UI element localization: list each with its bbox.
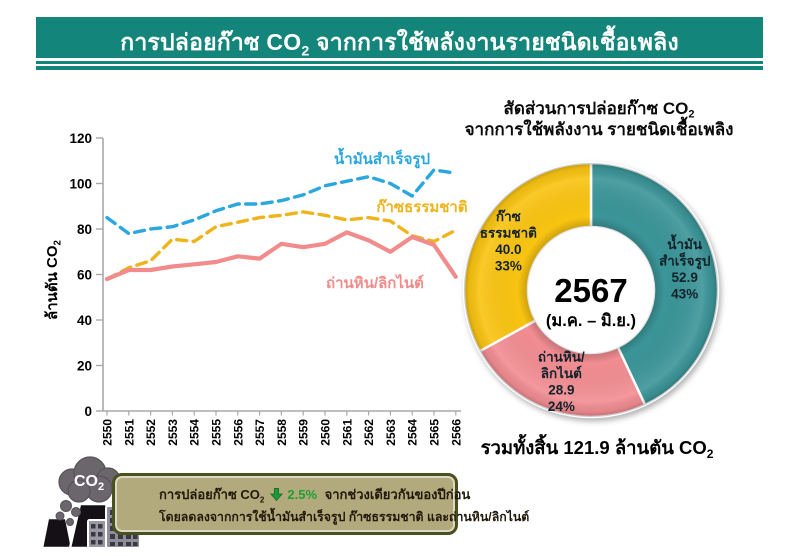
callout-drop-percent: 2.5% xyxy=(287,487,318,502)
y-axis-title-text: ล้านตัน CO2 xyxy=(44,239,63,320)
page-title-subscript: 2 xyxy=(301,43,310,60)
series-line-0 xyxy=(105,168,458,236)
x-tick-label: 2561 xyxy=(340,419,354,446)
x-tick-label: 2553 xyxy=(166,419,180,446)
callout-line1-subscript: 2 xyxy=(259,495,265,505)
donut-title-line-1: สัดส่วนการปล่อยก๊าซ CO2 xyxy=(503,99,694,121)
donut-title: สัดส่วนการปล่อยก๊าซ CO2จากการใช้พลังงาน … xyxy=(465,99,734,139)
line-chart-series-labels: น้ำมันสำเร็จรูปก๊าซธรรมชาติถ่านหิน/ลิกไน… xyxy=(326,147,468,292)
callout-line1-text-2: จากช่วงเดียวกันของปีก่อน xyxy=(321,487,471,502)
building-small xyxy=(87,519,107,549)
series-line-2 xyxy=(104,230,458,282)
donut-center-year: 2567 xyxy=(554,272,627,309)
donut-slice-label-2: ก๊าซธรรมชาติ 40.0 33% xyxy=(480,208,537,274)
title-divider-line-2 xyxy=(36,64,763,66)
y-axis-title: ล้านตัน CO2 xyxy=(44,239,63,320)
x-tick-label: 2566 xyxy=(449,419,463,446)
donut-title-line-2: จากการใช้พลังงาน รายชนิดเชื้อเพลิง xyxy=(465,116,734,139)
callout-line-2: โดยลดลงจากการใช้น้ำมันสำเร็จรูป ก๊าซธรรม… xyxy=(159,510,530,524)
callout-line1-text: การปล่อยก๊าซ CO xyxy=(159,487,260,502)
donut-slice-label-0: น้ำมันสำเร็จรูป 52.9 43% xyxy=(659,234,711,301)
page-title-text-2: จากการใช้พลังงานรายชนิดเชื้อเพลิง xyxy=(309,29,679,55)
donut-center-period: (ม.ค. – มิ.ย.) xyxy=(546,311,636,330)
y-tick-label: 20 xyxy=(77,359,92,374)
donut-center-label: 2567 (ม.ค. – มิ.ย.) xyxy=(529,228,653,352)
y-tick-label: 80 xyxy=(77,222,92,237)
line-chart-axes: 0 20 40 60 80 100 120 2550 2551 2552 2553 2554 2555 2… xyxy=(69,131,463,446)
co2-donut-chart: สัดส่วนการปล่อยก๊าซ CO2จากการใช้พลังงาน … xyxy=(462,99,734,461)
x-tick-label: 2565 xyxy=(428,419,442,446)
x-tick-label: 2564 xyxy=(406,419,420,446)
y-tick-label: 0 xyxy=(84,404,92,419)
series-label-1: ก๊าซธรรมชาติ xyxy=(376,198,467,216)
co2-cloud: CO2 xyxy=(58,456,121,503)
x-tick-label: 2551 xyxy=(122,419,136,446)
x-tick-label: 2560 xyxy=(319,419,333,446)
series-line-1 xyxy=(105,210,458,281)
series-label-2: ถ่านหิน/ลิกไนต์ xyxy=(326,273,424,292)
donut-slice-label-1: ถ่านหิน/ลิกไนต์ 28.9 24% xyxy=(538,349,585,414)
donut-total-label: รวมทั้งสิ้น 121.9 ล้านตัน CO2 xyxy=(481,434,714,461)
decrease-arrow-icon xyxy=(270,488,284,502)
title-bar: การปล่อยก๊าซ CO2 จากการใช้พลังงานรายชนิด… xyxy=(36,17,763,70)
co2-line-chart: 0 20 40 60 80 100 120 2550 2551 2552 2553 2554 2555 2… xyxy=(44,131,468,446)
smoke-puffs xyxy=(55,500,81,526)
y-tick-label: 100 xyxy=(69,177,92,192)
page-title-text: การปล่อยก๊าซ CO xyxy=(120,29,302,55)
donut-total-text: รวมทั้งสิ้น 121.9 ล้านตัน CO2 xyxy=(481,434,714,461)
callout-line-1: การปล่อยก๊าซ CO2 2.5% จากช่วงเดียวกันของป… xyxy=(159,484,470,505)
line-chart-series xyxy=(104,168,458,282)
x-tick-label: 2558 xyxy=(275,419,289,446)
cloud-co2-label: CO2 xyxy=(74,473,104,493)
x-tick-label: 2557 xyxy=(253,419,267,446)
x-tick-label: 2552 xyxy=(144,419,158,446)
series-label-0: น้ำมันสำเร็จรูป xyxy=(334,147,430,169)
x-tick-label: 2555 xyxy=(210,419,224,446)
x-tick-label: 2563 xyxy=(384,419,398,446)
x-tick-label: 2550 xyxy=(101,419,115,446)
x-tick-label: 2554 xyxy=(188,419,202,446)
page-title: การปล่อยก๊าซ CO2 จากการใช้พลังงานรายชนิด… xyxy=(36,17,763,61)
y-tick-label: 120 xyxy=(69,131,92,146)
y-tick-label: 60 xyxy=(77,268,92,283)
x-tick-label: 2559 xyxy=(297,419,311,446)
summary-callout: การปล่อยก๊าซ CO2 2.5% จากช่วงเดียวกันของป… xyxy=(112,473,530,535)
y-tick-label: 40 xyxy=(77,313,92,328)
title-divider-line-1 xyxy=(36,58,763,61)
x-tick-label: 2556 xyxy=(231,419,245,446)
x-tick-label: 2562 xyxy=(362,419,376,446)
